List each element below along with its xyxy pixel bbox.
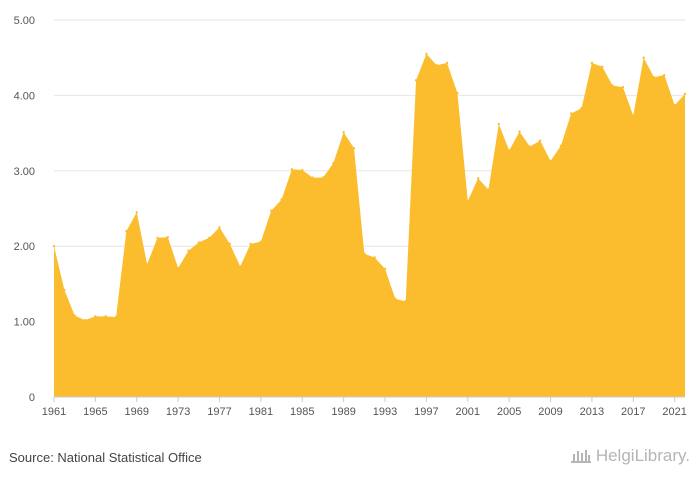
data-point	[497, 122, 501, 126]
x-tick-label: 2009	[538, 406, 562, 418]
data-point	[352, 146, 356, 150]
data-point	[559, 144, 563, 148]
data-point	[321, 176, 325, 179]
data-point	[249, 242, 252, 246]
x-tick-label: 2017	[621, 406, 645, 418]
data-point	[414, 79, 418, 82]
data-point	[435, 64, 438, 67]
data-point	[652, 76, 656, 79]
data-point	[642, 56, 645, 59]
data-point	[125, 229, 128, 233]
data-point	[456, 91, 459, 95]
data-point	[601, 65, 604, 68]
y-tick-label: 4.00	[14, 90, 35, 102]
data-point	[673, 104, 676, 107]
data-point	[63, 288, 66, 292]
data-point	[342, 131, 345, 134]
x-tick-label: 1989	[331, 406, 355, 418]
data-point	[466, 199, 469, 203]
y-tick-label: 2.00	[14, 241, 35, 253]
data-point	[156, 236, 159, 240]
data-point	[528, 145, 532, 148]
data-point	[218, 226, 221, 229]
x-tick-label: 1965	[83, 406, 107, 418]
data-point	[476, 177, 480, 180]
data-point	[590, 61, 594, 65]
data-point	[83, 318, 87, 322]
y-tick-label: 0	[29, 392, 35, 404]
x-tick-label: 1993	[373, 406, 397, 418]
data-point	[518, 130, 521, 133]
data-point	[611, 84, 614, 87]
data-point	[507, 149, 511, 152]
data-point	[373, 256, 376, 259]
data-point	[425, 52, 428, 56]
data-point	[187, 249, 190, 252]
data-point	[176, 266, 180, 270]
area-series	[52, 52, 687, 398]
data-point	[104, 315, 107, 318]
y-tick-label: 5.00	[14, 15, 35, 27]
x-tick-label: 1973	[166, 406, 190, 418]
x-tick-label: 2013	[580, 406, 604, 418]
data-point	[228, 242, 232, 246]
x-tick-label: 1969	[125, 406, 149, 418]
data-point	[145, 263, 149, 266]
logo-text: HelgiLibrary.	[595, 446, 690, 465]
x-tick-label: 1961	[42, 406, 66, 418]
library-building-icon	[570, 450, 591, 463]
data-point	[445, 61, 449, 65]
data-point	[311, 176, 314, 179]
x-tick-label: 1997	[414, 406, 438, 418]
data-point	[621, 85, 625, 89]
data-point	[549, 159, 552, 163]
data-point	[280, 198, 283, 201]
data-point	[197, 241, 201, 244]
data-point	[332, 162, 335, 165]
x-tick-label: 2005	[497, 406, 521, 418]
data-point	[114, 315, 118, 319]
helgi-library-logo[interactable]: HelgiLibrary.	[570, 446, 690, 466]
data-point	[394, 297, 397, 301]
data-point	[238, 265, 242, 268]
x-tick-label: 2021	[662, 406, 686, 418]
data-point	[166, 235, 169, 239]
data-point	[270, 209, 273, 212]
y-tick-label: 1.00	[14, 317, 35, 329]
data-point	[73, 314, 76, 317]
area-chart: 1961 1965 1969 1973 1977 1981 1985 1989 1993 1997…	[14, 15, 687, 418]
y-axis: 0 1.00 2.00 3.00 4.00 5.00	[14, 15, 35, 404]
x-axis: 1961 1965 1969 1973 1977 1981 1985 1989 1993 1997…	[42, 396, 687, 418]
data-point	[207, 236, 211, 240]
data-point	[259, 240, 263, 243]
data-point	[538, 139, 542, 142]
data-point	[487, 188, 490, 191]
x-tick-label: 1985	[290, 406, 314, 418]
data-point	[570, 112, 573, 115]
data-point	[290, 168, 294, 171]
source-note: Source: National Statistical Office	[9, 450, 202, 465]
area-fill	[54, 53, 685, 398]
data-point	[632, 114, 635, 117]
data-point	[363, 252, 366, 255]
data-point	[135, 211, 138, 214]
data-point	[580, 107, 583, 110]
data-point	[683, 92, 687, 96]
x-tick-label: 1977	[207, 406, 231, 418]
data-point	[404, 300, 407, 303]
data-point	[52, 245, 56, 248]
x-tick-label: 1981	[249, 406, 273, 418]
data-point	[383, 267, 387, 271]
y-tick-label: 3.00	[14, 166, 35, 178]
data-point	[301, 168, 304, 172]
x-tick-label: 2001	[456, 406, 480, 418]
data-point	[663, 73, 666, 77]
data-point	[94, 315, 97, 318]
